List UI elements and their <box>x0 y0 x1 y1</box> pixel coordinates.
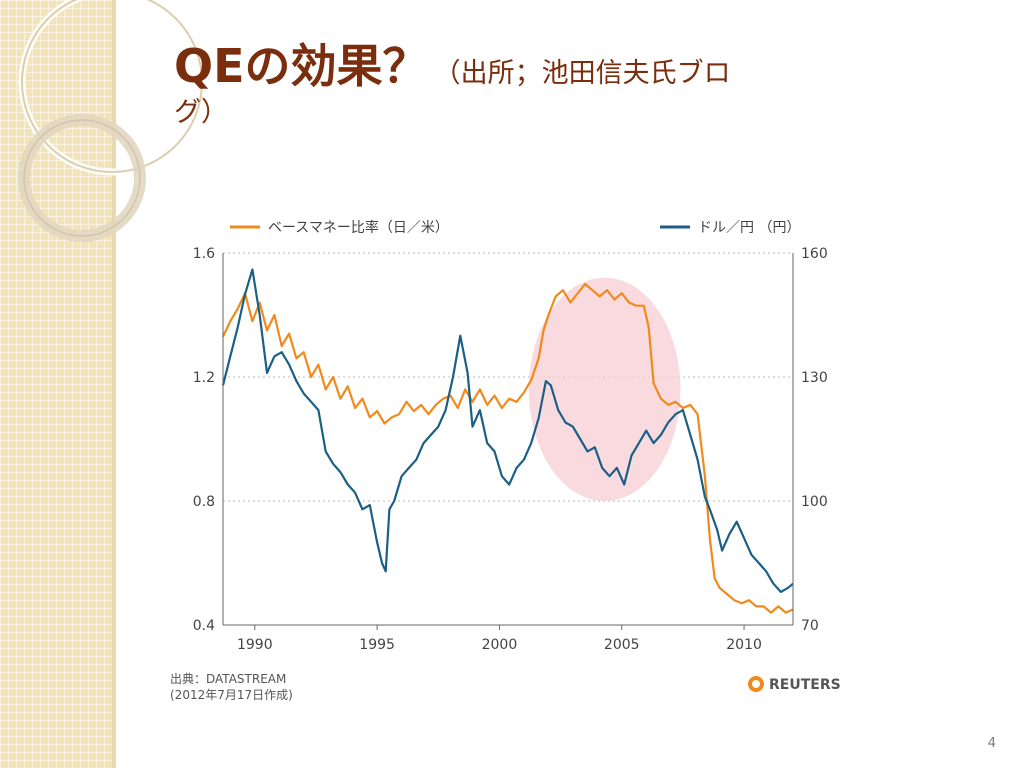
page-number: 4 <box>987 736 996 751</box>
reuters-logo: REUTERS <box>748 676 841 693</box>
highlight-ellipse <box>528 277 681 501</box>
slide-title-main: QEの効果？ <box>174 39 429 93</box>
right-tick-label: 130 <box>801 370 828 386</box>
legend-blue-label: ドル／円 （円） <box>698 220 800 236</box>
left-tick-label: 0.8 <box>193 494 215 510</box>
left-tick-label: 1.2 <box>193 370 215 386</box>
right-tick-label: 100 <box>801 494 828 510</box>
x-tick-label: 2000 <box>482 637 518 653</box>
source-note-line2: (2012年7月17日作成) <box>170 688 293 702</box>
source-note-line1: 出典：DATASTREAM <box>170 672 286 686</box>
decorative-strip-edge <box>112 0 116 768</box>
slide-title: QEの効果？ （出所；池田信夫氏ブロ グ） <box>174 38 934 129</box>
legend-orange-label: ベースマネー比率（日／米） <box>268 219 449 236</box>
right-tick-label: 160 <box>801 246 828 262</box>
left-tick-label: 0.4 <box>193 618 215 634</box>
slide-title-source: （出所；池田信夫氏ブロ <box>433 58 731 89</box>
series-line-base-money-ratio <box>222 282 794 614</box>
x-tick-label: 1995 <box>359 637 395 653</box>
series-line-usd-jpy <box>221 268 794 593</box>
left-tick-label: 1.6 <box>193 246 215 262</box>
slide-title-source-cont: グ） <box>174 96 228 128</box>
x-tick-label: 2005 <box>604 637 640 653</box>
x-tick-label: 2010 <box>726 637 762 653</box>
right-tick-label: 70 <box>801 618 819 634</box>
reuters-logo-text: REUTERS <box>769 677 841 693</box>
dual-axis-line-chart: ベースマネー比率（日／米） ドル／円 （円） 1.6 1.2 0.8 0.4 160 13… <box>170 219 841 702</box>
chart-container: ベースマネー比率（日／米） ドル／円 （円） 1.6 1.2 0.8 0.4 160 13… <box>160 205 860 709</box>
x-tick-label: 1990 <box>237 637 273 653</box>
decorative-rings <box>18 0 206 242</box>
